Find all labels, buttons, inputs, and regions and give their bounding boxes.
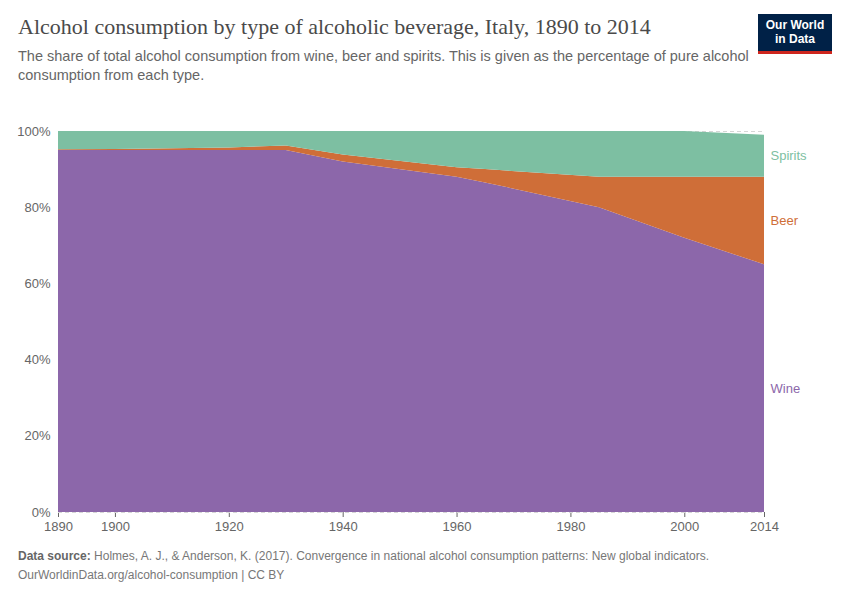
svg-text:40%: 40% bbox=[24, 352, 50, 367]
svg-text:2000: 2000 bbox=[670, 519, 699, 534]
svg-text:1960: 1960 bbox=[443, 519, 472, 534]
html-text:Data source: Holmes, A. J., &: Data source: Holmes, A. J., & Anderson, … bbox=[18, 549, 710, 563]
svg-text:0%: 0% bbox=[32, 505, 51, 520]
svg-text:1980: 1980 bbox=[556, 519, 585, 534]
svg-text:1890: 1890 bbox=[44, 519, 73, 534]
html-text:OurWorldinData.org/alcohol-con: OurWorldinData.org/alcohol-consumption |… bbox=[18, 568, 285, 583]
svg-text:1940: 1940 bbox=[329, 519, 358, 534]
svg-text:1900: 1900 bbox=[101, 519, 130, 534]
svg-text:60%: 60% bbox=[24, 276, 50, 291]
html-text:Alcohol consumption by type of: Alcohol consumption by type of alcoholic… bbox=[18, 14, 651, 39]
svg-text:Wine: Wine bbox=[771, 381, 801, 396]
svg-text:20%: 20% bbox=[24, 428, 50, 443]
html-text:The share of total alcohol con: The share of total alcohol consumption f… bbox=[18, 47, 749, 83]
svg-text:100%: 100% bbox=[17, 124, 51, 139]
svg-text:80%: 80% bbox=[24, 200, 50, 215]
html-text:Our World in Data: Our World in Data bbox=[765, 17, 825, 46]
svg-text:1920: 1920 bbox=[215, 519, 244, 534]
svg-text:Spirits: Spirits bbox=[771, 148, 808, 163]
svg-text:2014: 2014 bbox=[750, 519, 779, 534]
svg-text:Beer: Beer bbox=[771, 213, 799, 228]
